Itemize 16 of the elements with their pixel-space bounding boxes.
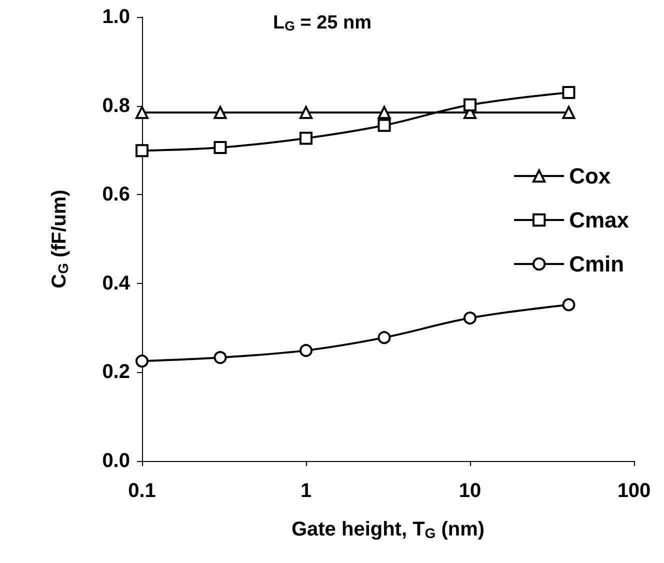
y-axis-title: CG (fF/um) (48, 190, 71, 288)
chart-title: LG = 25 nm (273, 12, 372, 34)
legend-label: Cox (569, 164, 612, 188)
y-tick-label: 0.2 (102, 361, 130, 384)
legend-label: Cmax (569, 208, 630, 232)
x-tick-label: 1 (300, 480, 312, 502)
x-tick-label: 10 (458, 480, 482, 502)
y-tick-label: 0.8 (102, 94, 130, 117)
y-tick-label: 0.0 (102, 450, 130, 472)
legend-label: Cmin (569, 252, 624, 276)
y-tick-label: 1.0 (102, 6, 130, 28)
y-tick-label: 0.6 (102, 184, 130, 206)
x-axis-title: Gate height, TG (nm) (291, 518, 485, 541)
y-tick-label: 0.4 (102, 272, 131, 294)
x-tick-label: 100 (617, 480, 651, 502)
x-tick-label: 0.1 (128, 480, 156, 502)
